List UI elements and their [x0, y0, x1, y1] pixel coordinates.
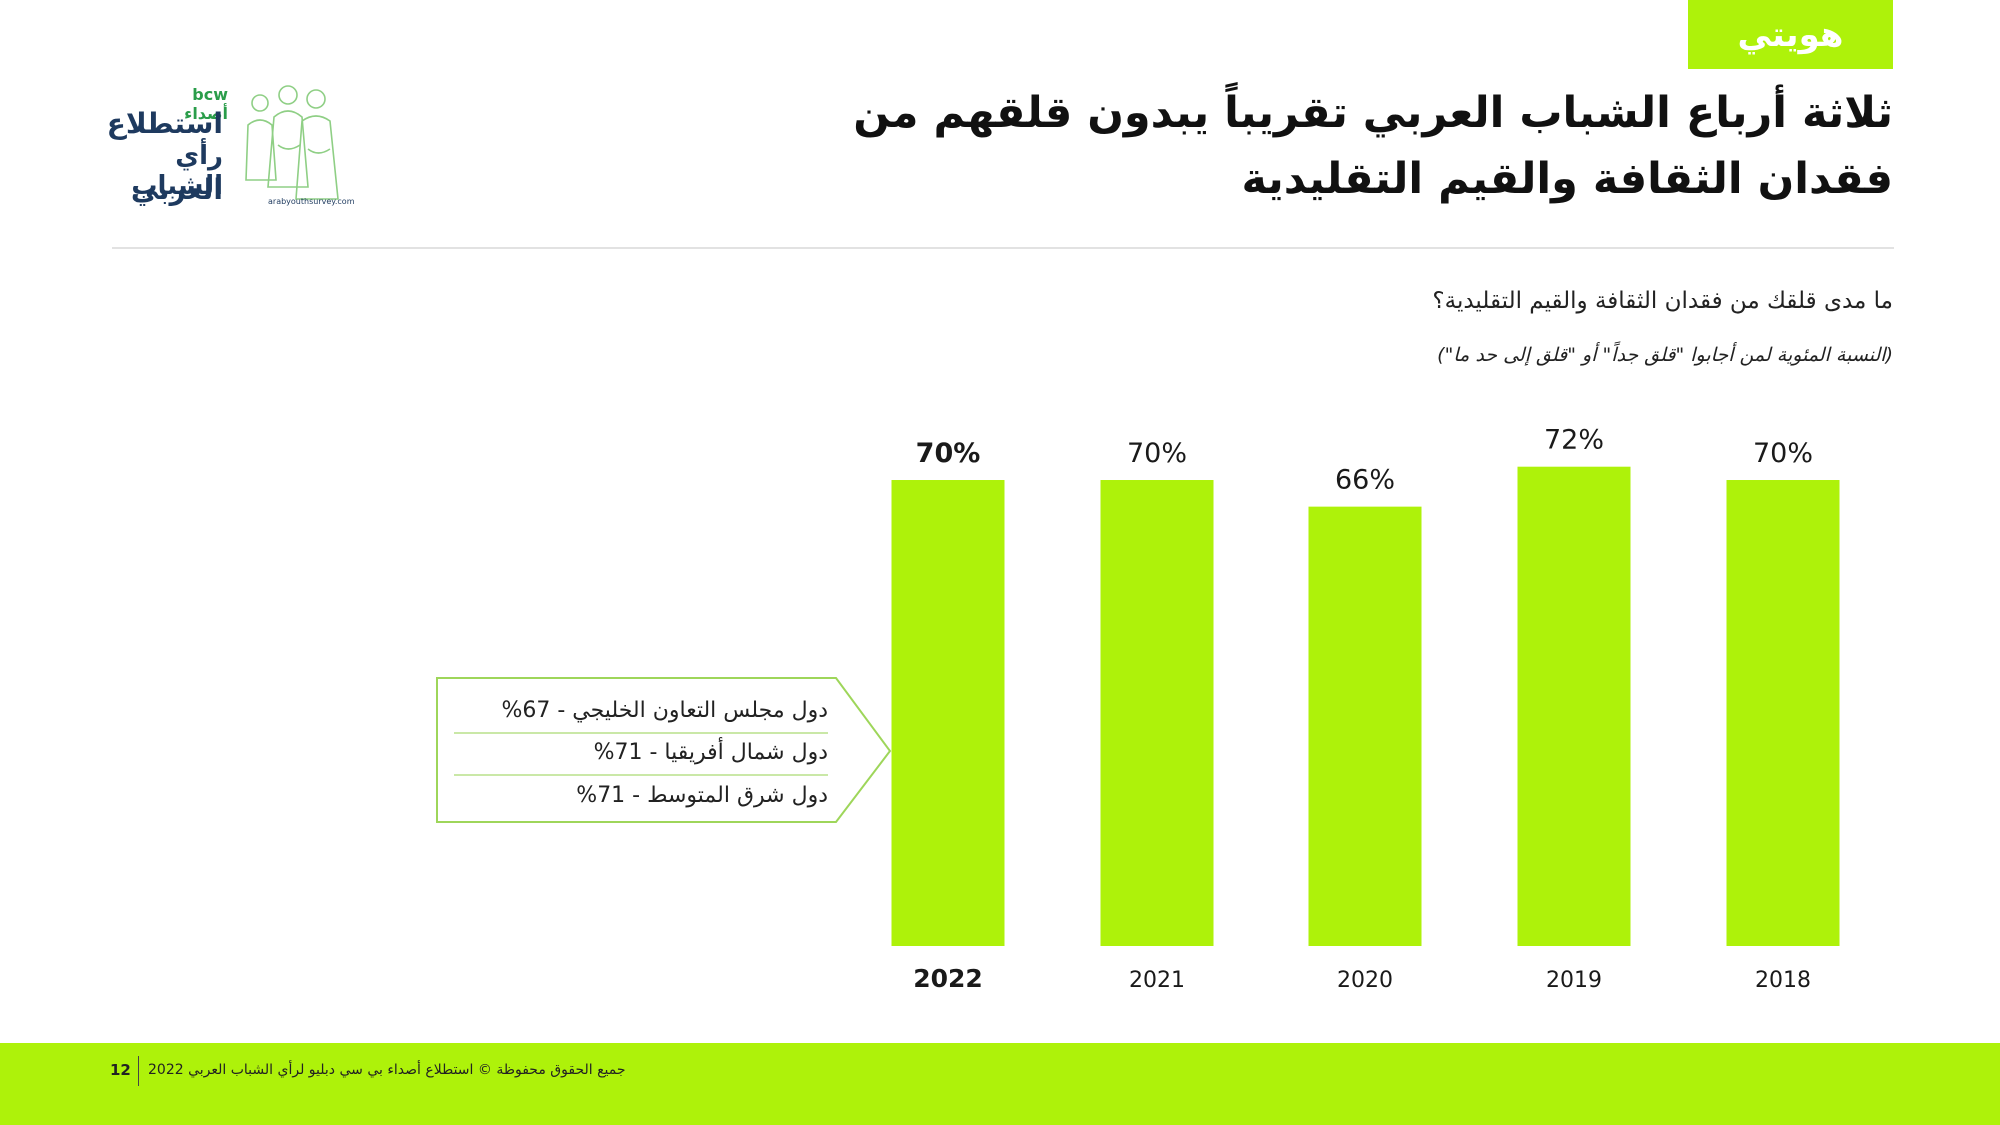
- footer-copyright: جميع الحقوق محفوظة © استطلاع أصداء بي سي…: [148, 1062, 626, 1078]
- value-label-2021: 70%: [1127, 438, 1187, 469]
- question-note: (النسبة المئوية لمن أجابوا "قلق جداً" أو…: [1437, 344, 1893, 366]
- callout-box: [436, 677, 892, 823]
- value-label-2018: 70%: [1753, 438, 1813, 469]
- value-label-2019: 72%: [1544, 425, 1604, 456]
- callout-item-gcc: دول مجلس التعاون الخليجي - 67%: [501, 698, 828, 723]
- logo-line-1: استطلاع: [106, 107, 223, 140]
- bar-chart: 70% 2022 70% 2021 66% 2020 72% 2019 70% 2018: [436, 425, 1840, 993]
- page-number: 12: [110, 1061, 131, 1079]
- bar-2019: [1517, 466, 1631, 946]
- value-label-2020: 66%: [1335, 465, 1395, 496]
- callout-item-levant: دول شرق المتوسط - 71%: [576, 783, 828, 808]
- logo-url: arabyouthsurvey.com: [268, 197, 355, 206]
- callout-item-north-africa: دول شمال أفريقيا - 71%: [593, 740, 828, 765]
- people-illustration-icon: [245, 85, 339, 200]
- header-divider: [112, 247, 1894, 249]
- bar-2021: [1100, 480, 1214, 946]
- value-label-2022: 70%: [916, 438, 981, 469]
- bar-2018: [1726, 480, 1840, 946]
- category-label-2021: 2021: [1129, 968, 1185, 993]
- section-tag: هويتي: [1688, 0, 1893, 69]
- category-label-2020: 2020: [1337, 968, 1393, 993]
- category-label-2022: 2022: [913, 964, 983, 993]
- page-title: ثلاثة أرباع الشباب العربي تقريباً يبدون …: [853, 88, 1893, 204]
- logo-line-3: العربي: [130, 173, 223, 206]
- logo-brand: bcw أصداء: [184, 85, 228, 123]
- survey-logo: bcw أصداء استطلاع رأي الشباب العربي arab…: [106, 85, 355, 215]
- survey-question: ما مدى قلقك من فقدان الثقافة والقيم التق…: [1432, 288, 1893, 314]
- category-label-2019: 2019: [1546, 968, 1602, 993]
- footer-separator: [138, 1056, 139, 1086]
- bar-2022: [891, 480, 1005, 946]
- logo-line-2: رأي الشباب: [131, 141, 223, 201]
- bar-2020: [1308, 506, 1422, 946]
- footer-bar: [0, 1043, 2000, 1125]
- category-label-2018: 2018: [1755, 968, 1811, 993]
